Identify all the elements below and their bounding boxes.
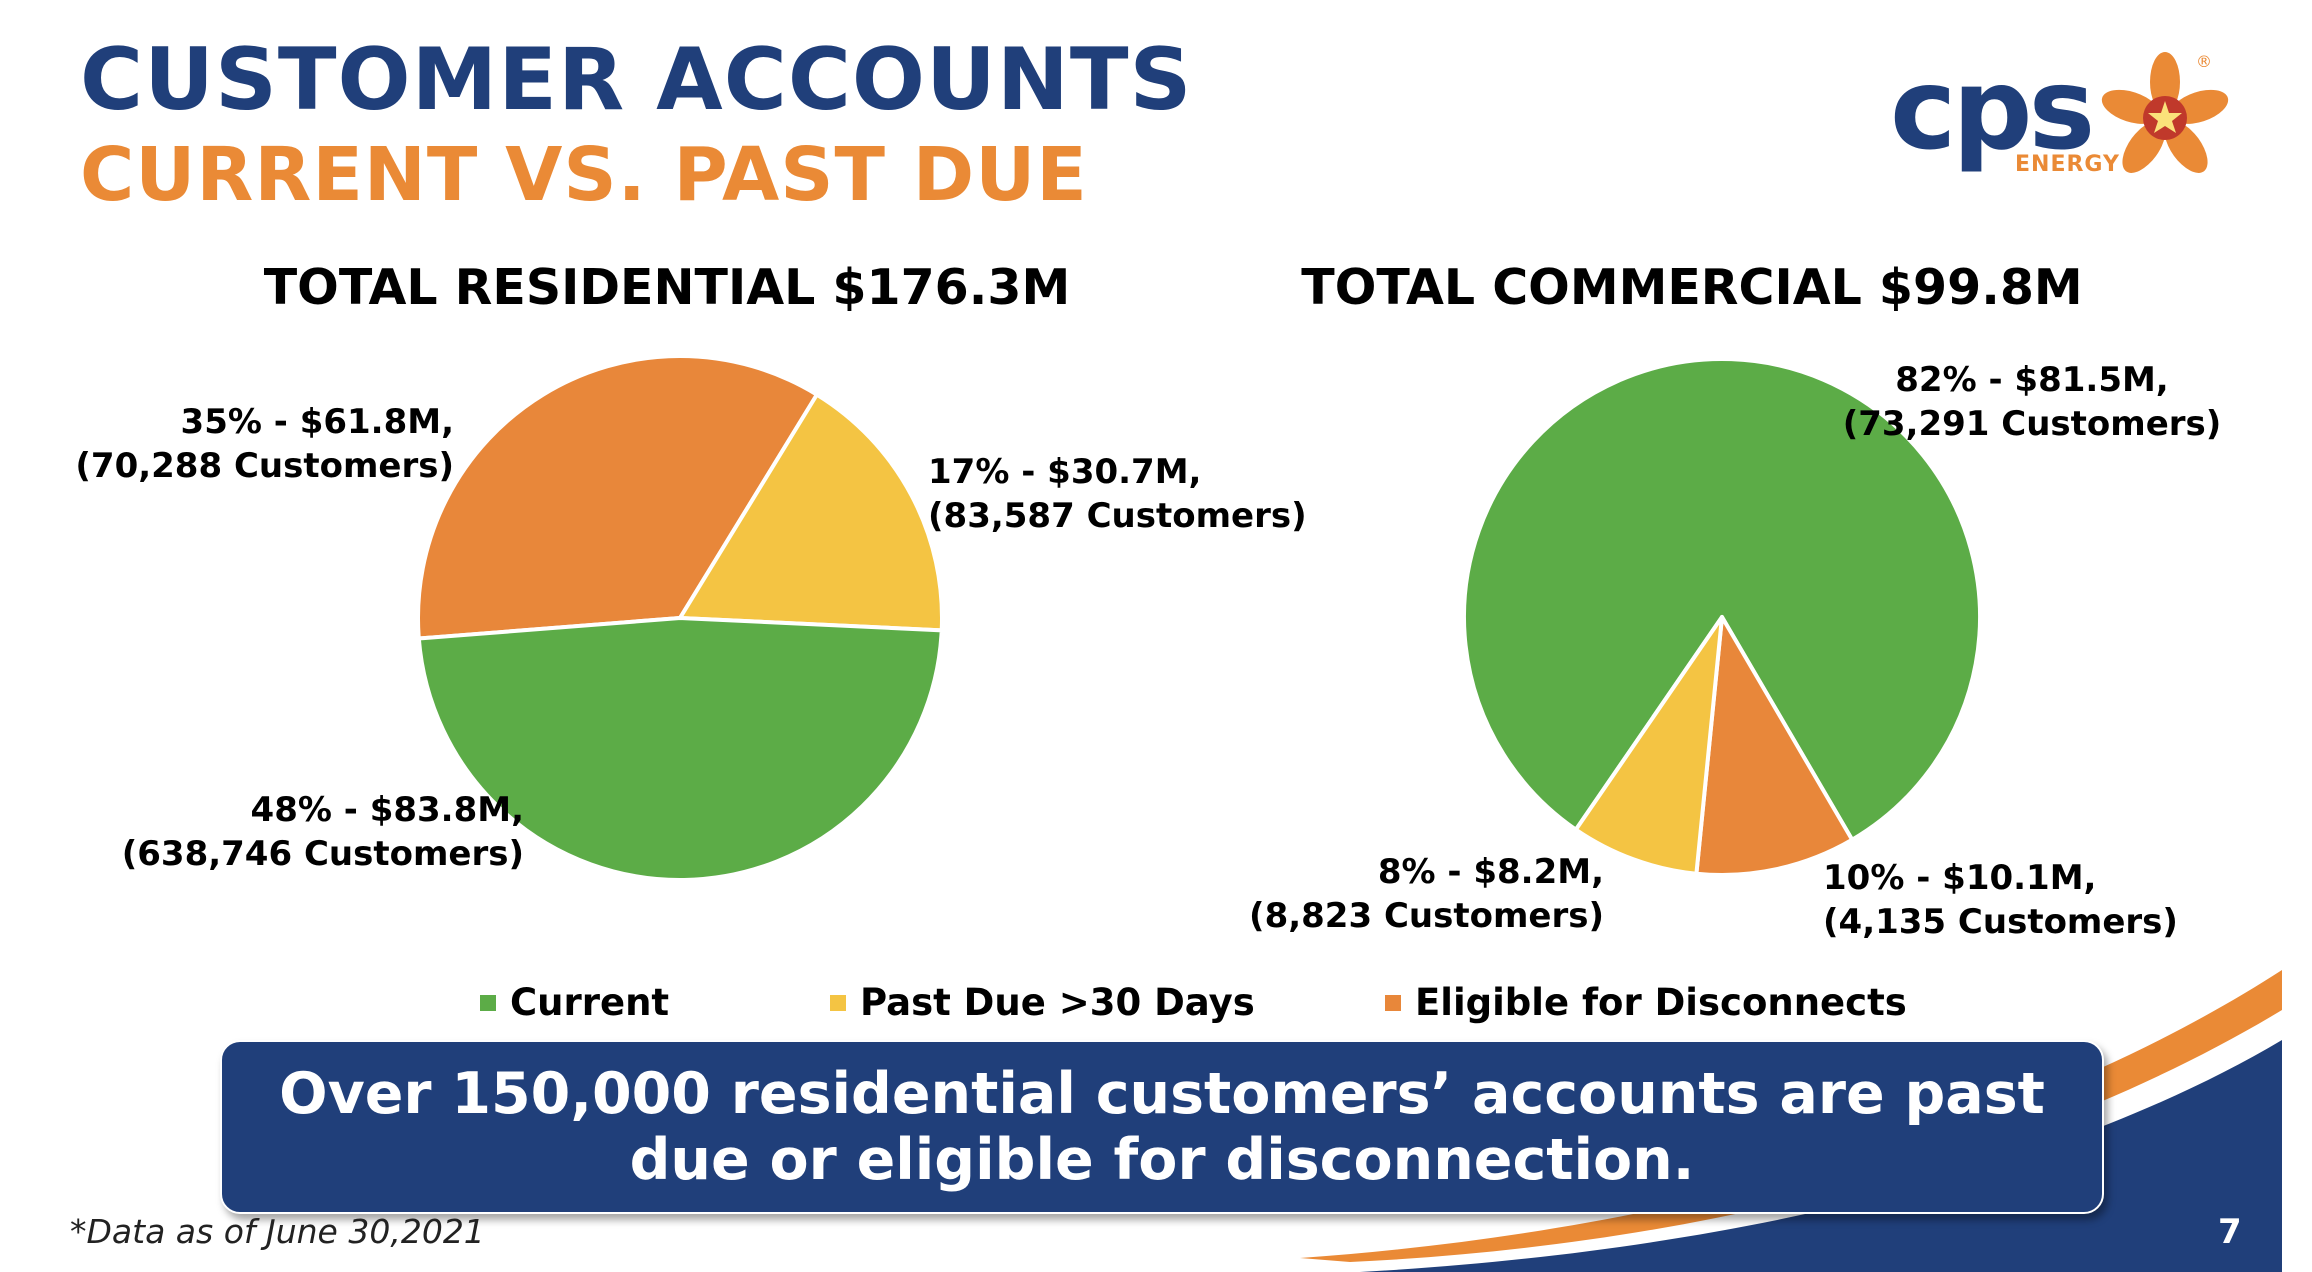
commercial-slice-current: [1462, 357, 1982, 842]
residential-label-pastdue-line1: 17% - $30.7M,: [928, 452, 1202, 492]
commercial-label-eligible: 10% - $10.1M, (4,135 Customers): [1823, 856, 2178, 944]
residential-label-current-line2: (638,746 Customers): [121, 834, 524, 874]
legend-swatch-current: [480, 995, 496, 1011]
page-number: 7: [2218, 1212, 2242, 1252]
commercial-label-pastdue: 8% - $8.2M, (8,823 Customers): [1249, 850, 1604, 938]
legend-label-current: Current: [510, 981, 670, 1024]
commercial-label-pastdue-line2: (8,823 Customers): [1249, 896, 1604, 936]
logo-star-icon: [2101, 52, 2229, 173]
legend-swatch-eligible: [1385, 995, 1401, 1011]
legend-label-past-due: Past Due >30 Days: [860, 981, 1255, 1024]
residential-label-eligible-line1: 35% - $61.8M,: [180, 402, 454, 442]
page-subtitle: CURRENT VS. PAST DUE: [80, 132, 1088, 218]
residential-label-pastdue-line2: (83,587 Customers): [928, 496, 1307, 536]
residential-label-pastdue: 17% - $30.7M, (83,587 Customers): [928, 450, 1307, 538]
page-title: CUSTOMER ACCOUNTS: [80, 30, 1193, 130]
residential-chart-title: TOTAL RESIDENTIAL $176.3M: [263, 259, 1071, 316]
legend-label-eligible: Eligible for Disconnects: [1415, 981, 1907, 1024]
logo-wordmark: cps: [1890, 45, 2095, 175]
residential-label-eligible: 35% - $61.8M, (70,288 Customers): [75, 400, 454, 488]
commercial-label-current-line1: 82% - $81.5M,: [1895, 360, 2169, 400]
logo-registered-mark: ®: [2196, 52, 2212, 71]
commercial-label-eligible-line2: (4,135 Customers): [1823, 902, 2178, 942]
residential-label-current: 48% - $83.8M, (638,746 Customers): [122, 788, 524, 876]
legend-swatch-past-due: [830, 995, 846, 1011]
commercial-slice-past-due-30-days: [1573, 615, 1724, 876]
legend-item-eligible: Eligible for Disconnects: [1385, 978, 1907, 1028]
residential-slice-eligible-for-disconnects: [416, 354, 819, 641]
legend-item-past-due: Past Due >30 Days: [830, 978, 1255, 1028]
commercial-label-pastdue-line1: 8% - $8.2M,: [1377, 852, 1604, 892]
commercial-label-current-line2: (73,291 Customers): [1842, 404, 2222, 444]
commercial-chart-title: TOTAL COMMERCIAL $99.8M: [1301, 259, 2083, 316]
commercial-label-eligible-line1: 10% - $10.1M,: [1823, 858, 2097, 898]
legend-item-current: Current: [480, 978, 669, 1028]
logo-subtext: ENERGY: [2015, 152, 2120, 177]
callout-line-2: due or eligible for disconnection.: [629, 1127, 1695, 1193]
residential-slice-current: [416, 616, 944, 882]
callout-banner: Over 150,000 residential customers’ acco…: [220, 1040, 2104, 1214]
swoosh-navy: [1360, 1040, 2282, 1272]
residential-slice-past-due-30-days: [678, 392, 944, 633]
commercial-label-current: 82% - $81.5M, (73,291 Customers): [1843, 358, 2222, 446]
commercial-slice-eligible-for-disconnects: [1694, 615, 1855, 877]
footnote: *Data as of June 30,2021: [70, 1212, 485, 1251]
residential-label-current-line1: 48% - $83.8M,: [250, 790, 524, 830]
residential-label-eligible-line2: (70,288 Customers): [75, 446, 454, 486]
callout-line-1: Over 150,000 residential customers’ acco…: [279, 1061, 2045, 1127]
